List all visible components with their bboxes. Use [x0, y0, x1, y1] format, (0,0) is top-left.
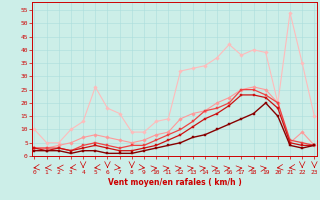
- X-axis label: Vent moyen/en rafales ( km/h ): Vent moyen/en rafales ( km/h ): [108, 178, 241, 187]
